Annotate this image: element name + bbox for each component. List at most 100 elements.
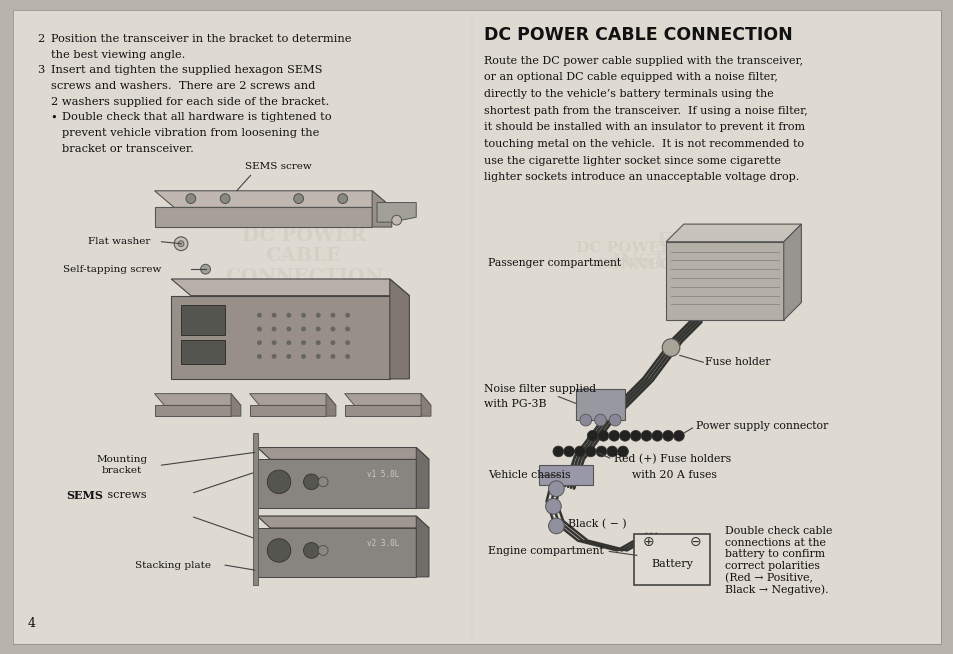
Polygon shape bbox=[250, 405, 326, 416]
Text: Route the DC power cable supplied with the transceiver,: Route the DC power cable supplied with t… bbox=[483, 56, 802, 65]
Circle shape bbox=[303, 543, 319, 559]
Circle shape bbox=[548, 481, 563, 496]
Polygon shape bbox=[420, 394, 431, 416]
Text: •: • bbox=[51, 112, 57, 122]
Circle shape bbox=[303, 474, 319, 490]
Circle shape bbox=[315, 340, 320, 345]
Circle shape bbox=[220, 194, 230, 203]
Circle shape bbox=[606, 446, 617, 457]
Text: Red (+) Fuse holders: Red (+) Fuse holders bbox=[614, 454, 731, 464]
Circle shape bbox=[315, 313, 320, 318]
Text: ⊖: ⊖ bbox=[689, 534, 700, 549]
Text: with PG-3B: with PG-3B bbox=[483, 400, 546, 409]
Circle shape bbox=[392, 215, 401, 225]
Circle shape bbox=[294, 194, 303, 203]
Circle shape bbox=[618, 430, 630, 441]
Bar bbox=[181, 305, 225, 335]
Text: DC POWER
CABLE
CONNECTION: DC POWER CABLE CONNECTION bbox=[224, 227, 382, 286]
Circle shape bbox=[267, 470, 291, 494]
Text: Self-tapping screw: Self-tapping screw bbox=[63, 265, 162, 273]
Circle shape bbox=[640, 430, 651, 441]
Circle shape bbox=[337, 194, 347, 203]
Text: 2 washers supplied for each side of the bracket.: 2 washers supplied for each side of the … bbox=[51, 97, 329, 107]
Polygon shape bbox=[250, 394, 335, 405]
Circle shape bbox=[272, 354, 276, 359]
Text: Black ( − ): Black ( − ) bbox=[568, 519, 626, 529]
Circle shape bbox=[345, 313, 350, 318]
Circle shape bbox=[345, 354, 350, 359]
Circle shape bbox=[301, 313, 306, 318]
Polygon shape bbox=[344, 405, 420, 416]
Text: screws: screws bbox=[104, 490, 146, 500]
Text: use the cigarette lighter socket since some cigarette: use the cigarette lighter socket since s… bbox=[483, 156, 781, 165]
Circle shape bbox=[553, 446, 563, 457]
Polygon shape bbox=[257, 516, 429, 528]
Circle shape bbox=[563, 446, 574, 457]
Text: v2 3.0L: v2 3.0L bbox=[367, 539, 399, 548]
Polygon shape bbox=[416, 516, 429, 577]
Polygon shape bbox=[171, 296, 390, 379]
Text: screws and washers.  There are 2 screws and: screws and washers. There are 2 screws a… bbox=[51, 81, 314, 91]
Circle shape bbox=[272, 313, 276, 318]
Circle shape bbox=[661, 339, 679, 356]
Text: ⊕: ⊕ bbox=[642, 534, 654, 549]
Circle shape bbox=[545, 498, 560, 514]
Circle shape bbox=[318, 545, 328, 555]
Circle shape bbox=[345, 326, 350, 332]
Polygon shape bbox=[154, 405, 231, 416]
Circle shape bbox=[651, 430, 662, 441]
Text: Passenger compartment: Passenger compartment bbox=[487, 258, 620, 268]
Text: Power supply connector: Power supply connector bbox=[695, 421, 827, 431]
Bar bbox=[257, 528, 416, 577]
Text: SEMS: SEMS bbox=[67, 490, 103, 501]
Text: Position the transceiver in the bracket to determine: Position the transceiver in the bracket … bbox=[51, 34, 351, 44]
Polygon shape bbox=[231, 394, 240, 416]
Polygon shape bbox=[416, 447, 429, 508]
Text: 4: 4 bbox=[27, 617, 35, 630]
Circle shape bbox=[301, 340, 306, 345]
Circle shape bbox=[178, 241, 184, 247]
Text: Insert and tighten the supplied hexagon SEMS: Insert and tighten the supplied hexagon … bbox=[51, 65, 322, 75]
Text: Battery: Battery bbox=[650, 559, 692, 569]
Text: Noise filter supplied: Noise filter supplied bbox=[483, 384, 596, 394]
Circle shape bbox=[574, 446, 585, 457]
Circle shape bbox=[286, 340, 291, 345]
Circle shape bbox=[609, 414, 620, 426]
Text: DC POWER CABLE
CONNECTION: DC POWER CABLE CONNECTION bbox=[575, 241, 737, 271]
Circle shape bbox=[286, 326, 291, 332]
Polygon shape bbox=[783, 224, 801, 320]
Text: v1 5.0L: v1 5.0L bbox=[367, 470, 399, 479]
Circle shape bbox=[301, 354, 306, 359]
Polygon shape bbox=[376, 203, 416, 222]
Circle shape bbox=[598, 430, 608, 441]
Bar bbox=[633, 534, 709, 585]
Text: lighter sockets introduce an unacceptable voltage drop.: lighter sockets introduce an unacceptabl… bbox=[483, 172, 799, 182]
Circle shape bbox=[345, 340, 350, 345]
Circle shape bbox=[267, 539, 291, 562]
Circle shape bbox=[585, 446, 596, 457]
Polygon shape bbox=[154, 394, 240, 405]
Circle shape bbox=[330, 340, 335, 345]
Circle shape bbox=[200, 264, 211, 274]
Circle shape bbox=[256, 326, 262, 332]
Polygon shape bbox=[372, 191, 392, 227]
Bar bbox=[253, 433, 258, 585]
Text: touching metal on the vehicle.  It is not recommended to: touching metal on the vehicle. It is not… bbox=[483, 139, 803, 149]
Text: with 20 A fuses: with 20 A fuses bbox=[631, 470, 716, 480]
Text: the best viewing angle.: the best viewing angle. bbox=[51, 50, 185, 60]
Circle shape bbox=[286, 313, 291, 318]
Bar bbox=[665, 242, 783, 320]
Circle shape bbox=[330, 326, 335, 332]
Bar bbox=[181, 339, 225, 364]
Circle shape bbox=[272, 340, 276, 345]
Text: Double check cable
connections at the
battery to confirm
correct polarities
(Red: Double check cable connections at the ba… bbox=[724, 526, 831, 595]
Text: FRONT
INSTALLATION: FRONT INSTALLATION bbox=[610, 232, 780, 271]
Circle shape bbox=[286, 354, 291, 359]
Circle shape bbox=[256, 340, 262, 345]
Polygon shape bbox=[326, 394, 335, 416]
Bar bbox=[257, 459, 416, 508]
Circle shape bbox=[301, 326, 306, 332]
Polygon shape bbox=[665, 224, 801, 242]
Circle shape bbox=[587, 430, 598, 441]
Polygon shape bbox=[257, 447, 429, 459]
